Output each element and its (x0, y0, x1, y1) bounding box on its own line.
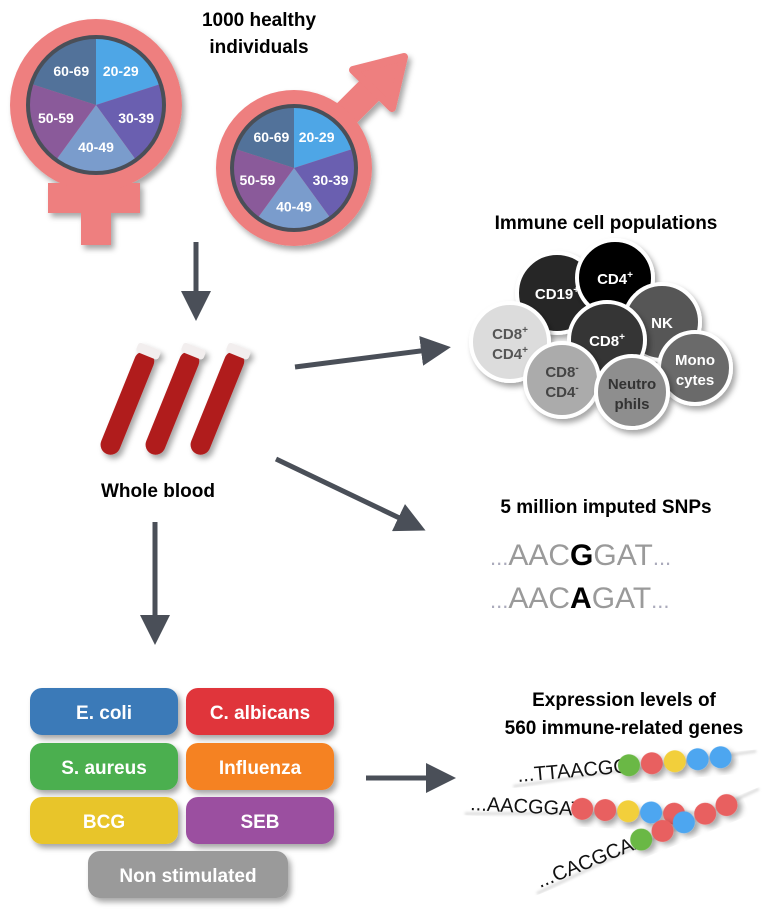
expression-bead (686, 748, 709, 771)
svg-text:CD4+: CD4+ (492, 345, 528, 363)
pie-slice-60-69 (31, 37, 97, 105)
pie-slice-40-49 (56, 105, 136, 174)
svg-text:CD4+: CD4+ (597, 270, 633, 288)
age-label: 20-29 (103, 63, 139, 79)
expression-bead (709, 746, 732, 769)
svg-text:NK: NK (651, 315, 673, 332)
svg-text:cytes: cytes (676, 372, 714, 389)
expression-bead (715, 794, 738, 817)
svg-text:Non stimulated: Non stimulated (119, 866, 256, 887)
cells-title: Immune cell populations (495, 213, 718, 234)
stimulus-c-albicans: C. albicans (186, 688, 334, 735)
age-label: 60-69 (253, 129, 289, 145)
expression-bead (640, 801, 663, 824)
sample-label: Whole blood (101, 481, 215, 502)
svg-text:C. albicans: C. albicans (210, 703, 310, 724)
expression-row: ...TTAACGG (513, 746, 757, 788)
svg-text:CD8+: CD8+ (492, 325, 528, 343)
cohort-title-line1: 1000 healthy (202, 10, 316, 31)
stimuli-grid: E. coli C. albicans S. aureus Influenza BCG S… (30, 688, 334, 898)
age-label: 30-39 (118, 110, 154, 126)
immune-cell-cluster: CD19+ CD4+ NK CD8+ CD8+ CD4+ CD8- CD4- Mono cytes… (469, 238, 733, 430)
age-label: 40-49 (276, 198, 312, 214)
pie-slice-20-29 (294, 106, 353, 168)
stimulus-bcg: BCG (30, 797, 178, 844)
stimulus-s-aureus: S. aureus (30, 743, 178, 790)
age-label: 50-59 (38, 110, 74, 126)
expression-beads: ...TTAACGG...AACGGAT...CACGCAA (464, 746, 760, 895)
arrows (140, 242, 456, 793)
pie-slice-40-49 (257, 168, 331, 231)
age-label: 30-39 (313, 172, 349, 188)
expression-bead (663, 750, 686, 773)
svg-text:CD19+: CD19+ (535, 285, 579, 303)
gene-sequence: ...TTAACGG (517, 755, 630, 787)
expression-title-line1: Expression levels of (532, 690, 716, 711)
expression-bead (571, 797, 594, 820)
cell-neutrophils: Neutro phils (594, 354, 670, 430)
snp-sequence-1: ...AACGGAT... (490, 539, 671, 572)
stimulus-seb: SEB (186, 797, 334, 844)
pie-slice-30-39 (96, 83, 164, 161)
svg-text:Mono: Mono (675, 352, 715, 369)
expression-bead (694, 802, 717, 825)
svg-text:E. coli: E. coli (76, 703, 132, 724)
arrow-to-cells (294, 336, 451, 370)
cell-monocytes: Mono cytes (657, 330, 733, 406)
snps-title: 5 million imputed SNPs (500, 497, 711, 518)
cell-cd8negcd4neg: CD8- CD4- (523, 341, 601, 419)
pie-slice-30-39 (294, 148, 357, 219)
snp-sequence-2: ...AACAGAT... (490, 582, 670, 615)
svg-text:SEB: SEB (240, 812, 279, 833)
stimulus-e-coli: E. coli (30, 688, 178, 735)
pie-slice-20-29 (96, 37, 161, 105)
expression-bead (651, 819, 674, 842)
expression-bead (617, 800, 640, 823)
gene-sequence: ...AACGGAT (470, 793, 584, 821)
stimulus-non-stimulated: Non stimulated (88, 851, 288, 898)
age-label: 20-29 (299, 129, 335, 145)
expression-bead (617, 754, 640, 777)
expression-bead (630, 828, 653, 851)
snp-sequences: ...AACGGAT... ...AACAGAT... (490, 539, 671, 615)
svg-text:BCG: BCG (83, 812, 125, 833)
expression-bead (672, 811, 695, 834)
expression-row: ...AACGGAT (464, 793, 711, 825)
cohort-title-line2: individuals (209, 37, 308, 58)
pie-slice-60-69 (235, 106, 294, 168)
pie-slice-50-59 (27, 83, 96, 161)
svg-text:S. aureus: S. aureus (61, 758, 147, 779)
expression-bead (640, 752, 663, 775)
svg-text:phils: phils (614, 396, 649, 413)
age-label: 50-59 (240, 172, 276, 188)
svg-text:CD4-: CD4- (545, 383, 578, 401)
expression-bead (594, 799, 617, 822)
svg-text:Influenza: Influenza (219, 758, 302, 779)
blood-tubes-icon (100, 342, 251, 455)
pie-slice-50-59 (232, 148, 294, 219)
age-label: 60-69 (53, 63, 89, 79)
stimulus-influenza: Influenza (186, 743, 334, 790)
svg-text:Neutro: Neutro (608, 376, 656, 393)
svg-text:CD8+: CD8+ (589, 332, 625, 350)
svg-text:CD8-: CD8- (545, 363, 578, 381)
expression-title-line2: 560 immune-related genes (505, 718, 744, 739)
arrow-to-snps (274, 456, 426, 532)
age-label: 40-49 (78, 139, 114, 155)
